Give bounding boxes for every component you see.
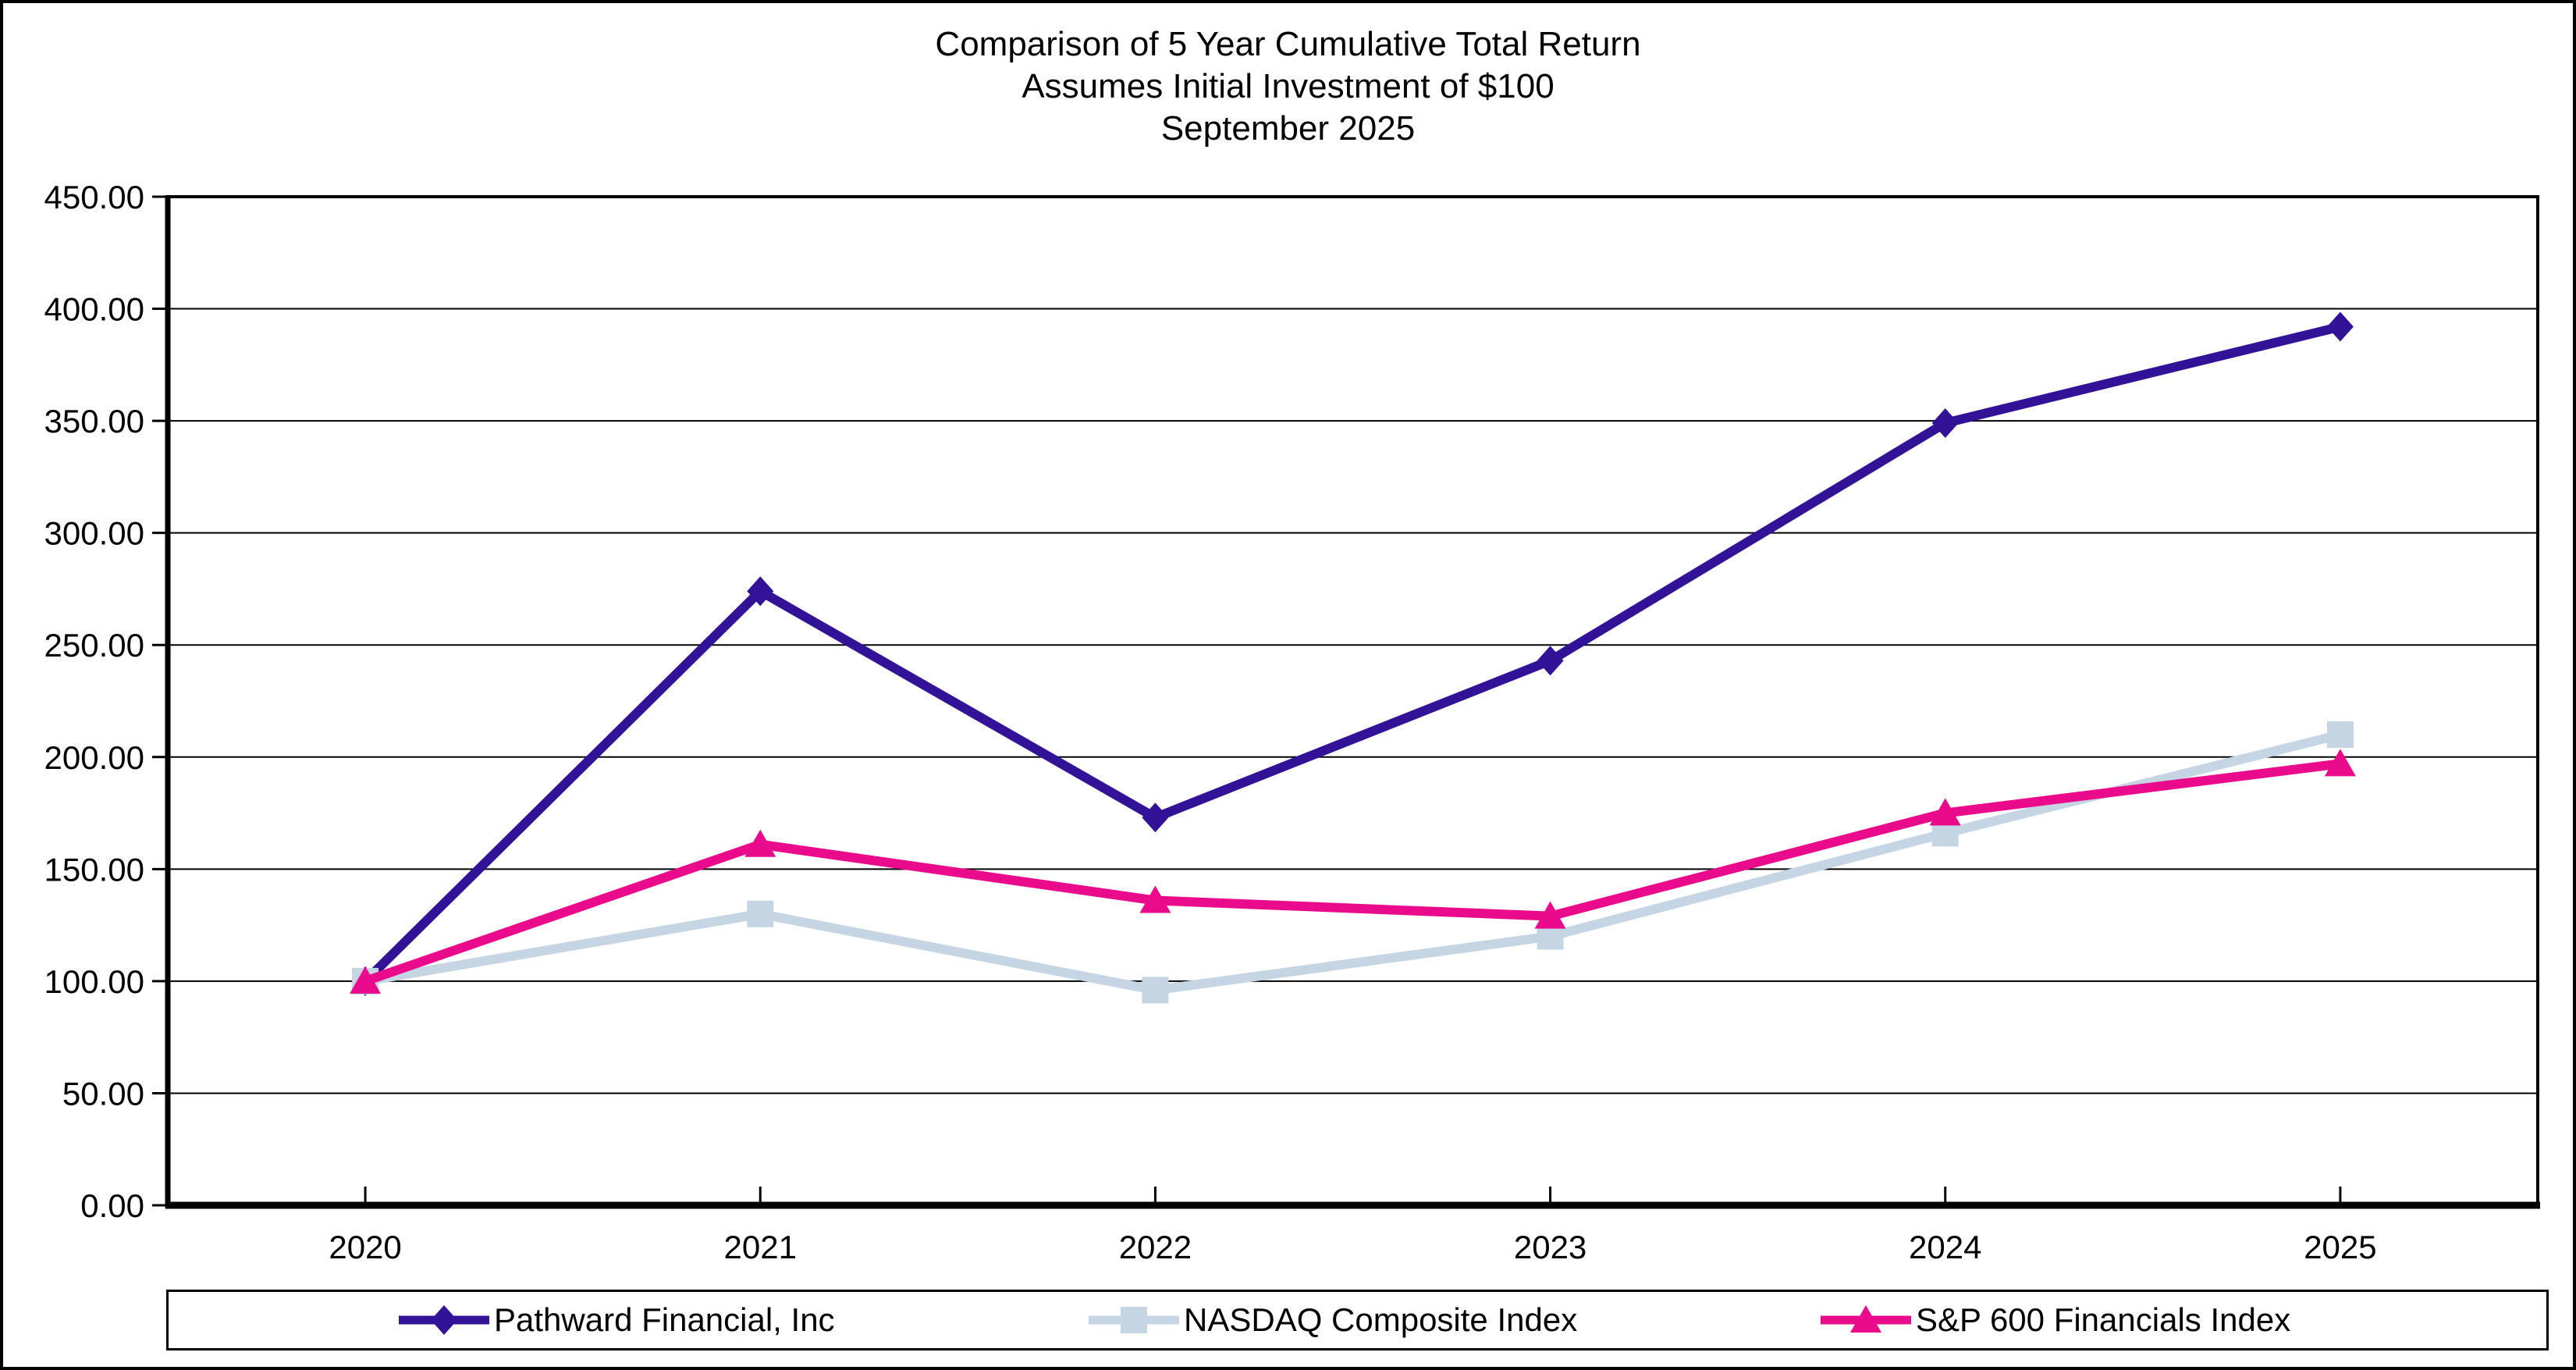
series-line-pathward-financial-inc [361, 322, 2342, 985]
chart-title-line-1: Comparison of 5 Year Cumulative Total Re… [935, 25, 1641, 63]
data-point-marker [747, 576, 774, 607]
series-line-nasdaq-composite-index [364, 730, 2342, 995]
legend: Pathward Financial, Inc NASDAQ Composite… [166, 1290, 2549, 1350]
x-tick-label: 2020 [329, 1229, 401, 1265]
y-tick-label: 400.00 [44, 291, 144, 328]
plot-border [166, 195, 2539, 1207]
data-point-marker [747, 900, 774, 927]
y-tick-label: 0.00 [80, 1187, 144, 1224]
y-tick-label: 100.00 [44, 963, 144, 1000]
legend-label: Pathward Financial, Inc [494, 1301, 835, 1338]
data-point-marker [1534, 901, 1566, 929]
x-tick-label: 2023 [1514, 1229, 1586, 1265]
data-point-marker [1931, 407, 1959, 438]
chart-title-line-2: Assumes Initial Investment of $100 [1022, 67, 1554, 105]
series-nasdaq-composite-index [352, 721, 2354, 1004]
legend-label: NASDAQ Composite Index [1184, 1301, 1578, 1338]
legend-item-sp600-financials: S&P 600 Financials Index [1819, 1301, 2290, 1339]
data-point-marker [1537, 646, 1564, 676]
series-line-s-p-600-financials-index [364, 759, 2341, 986]
x-axis-labels: 2020 2021 2022 2023 2024 2025 [329, 1187, 2377, 1265]
square-marker-icon [1089, 1307, 1179, 1333]
chart-plot-area: 0.00 50.00 100.00 150.00 200.00 250.00 300.00 3… [44, 179, 2540, 1265]
x-tick-label: 2025 [2304, 1229, 2376, 1265]
triangle-marker-icon [1821, 1305, 1911, 1333]
y-tick-label: 300.00 [44, 515, 144, 552]
diamond-marker-icon [399, 1305, 489, 1335]
y-tick-label: 150.00 [44, 851, 144, 888]
x-tick-label: 2021 [724, 1229, 797, 1265]
chart-title: Comparison of 5 Year Cumulative Total Re… [3, 23, 2573, 150]
x-tick-label: 2022 [1119, 1229, 1192, 1265]
legend-item-nasdaq-composite: NASDAQ Composite Index [1087, 1301, 1577, 1339]
x-tick-label: 2024 [1909, 1229, 1981, 1265]
data-point-marker [2326, 311, 2354, 342]
data-point-marker [1139, 885, 1171, 913]
data-point-marker [1142, 802, 1169, 833]
y-tick-label: 200.00 [44, 739, 144, 776]
y-tick-label: 450.00 [44, 179, 144, 215]
data-point-marker [1929, 798, 1961, 826]
data-point-marker [350, 966, 382, 994]
data-point-marker [744, 829, 776, 857]
series-pathward-financial-inc [352, 311, 2354, 996]
gridlines [168, 308, 2538, 1094]
data-point-marker [1142, 977, 1169, 1004]
series-s-p-600-financials-index [350, 749, 2356, 994]
data-point-marker [2324, 749, 2356, 777]
y-tick-label: 350.00 [44, 403, 144, 439]
chart-title-line-3: September 2025 [1160, 109, 1416, 148]
data-point-marker [2326, 721, 2354, 749]
y-tick-label: 250.00 [44, 627, 144, 664]
legend-label: S&P 600 Financials Index [1916, 1301, 2291, 1338]
legend-item-pathward-financial: Pathward Financial, Inc [397, 1301, 835, 1339]
y-tick-label: 50.00 [62, 1075, 144, 1112]
y-axis-labels: 0.00 50.00 100.00 150.00 200.00 250.00 300.00 3… [44, 179, 168, 1224]
